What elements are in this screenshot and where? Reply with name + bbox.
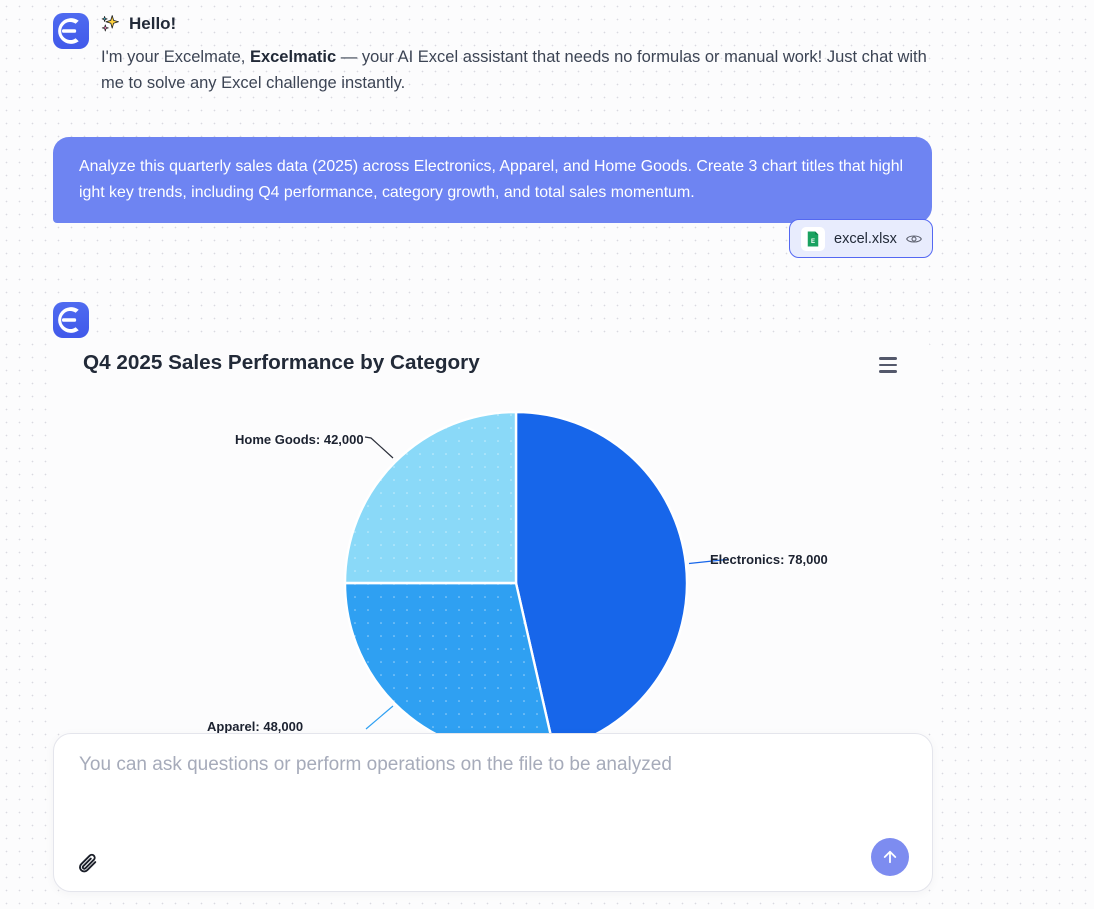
svg-text:E: E [811, 238, 815, 244]
